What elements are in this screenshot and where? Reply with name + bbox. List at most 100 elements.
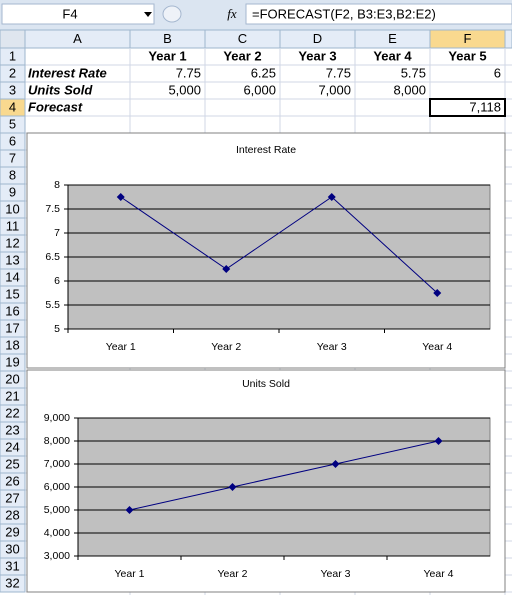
selected-cell[interactable]: [429, 98, 506, 117]
row-header-label: 13: [5, 252, 19, 267]
row-header-label: 29: [5, 524, 19, 539]
row-header-label: 6: [9, 133, 16, 148]
y-tick-label: 8: [54, 179, 60, 191]
cell-text: Year 2: [223, 48, 261, 63]
charts: Interest Rate 5 5.5 6 6.5 7 7.5 8 Year 1 Year 2 Ye…: [26, 132, 506, 593]
marker: [116, 193, 125, 201]
row-header-label: 2: [9, 65, 16, 80]
y-tick-label: 6.5: [45, 251, 60, 263]
formula-box[interactable]: [245, 3, 512, 25]
y-tick-label: 3,000: [44, 550, 70, 562]
y-tick-label: 7: [54, 227, 60, 239]
marker: [331, 460, 340, 468]
y-tick-label: 6: [54, 275, 60, 287]
y-tick-label: 6,000: [44, 481, 70, 493]
y-tick-label: 4,000: [44, 527, 70, 539]
x-tick-label: Year 3: [317, 341, 347, 353]
marker: [434, 437, 443, 445]
column-header-label: B: [163, 31, 172, 46]
row-header-label: 4: [9, 99, 16, 114]
y-tick-label: 7,000: [44, 458, 70, 470]
x-tick-label: Year 2: [218, 568, 248, 580]
row-header-label: 17: [5, 320, 19, 335]
row-header-label: 18: [5, 337, 19, 352]
row-header-label: 23: [5, 422, 19, 437]
row-header-label: 26: [5, 473, 19, 488]
row-header[interactable]: [0, 574, 26, 593]
row-header-label: 22: [5, 405, 19, 420]
formula-text: =FORECAST(F2, B3:E3,B2:E2): [252, 6, 436, 21]
row-header-label: 32: [5, 575, 19, 590]
corner: [0, 29, 26, 49]
line: [120, 196, 438, 294]
chart-title: Units Sold: [242, 378, 290, 390]
row-header-label: 12: [5, 235, 19, 250]
cell-text: 6.25: [251, 65, 276, 80]
row-header-label: 5: [9, 116, 16, 131]
column-header-label: E: [388, 31, 397, 46]
column-header-label: D: [313, 31, 322, 46]
chart: Units Sold 3,000 4,000 5,000 6,000 7,000 8,000…: [26, 369, 506, 593]
row-header-label: 14: [5, 269, 19, 284]
cell-text: 6: [494, 65, 501, 80]
cell-text: Year 4: [373, 48, 412, 63]
marker: [125, 506, 134, 514]
cell-text: Units Sold: [28, 82, 93, 97]
column-header-label: F: [464, 31, 472, 46]
column-header-label: A: [73, 31, 82, 46]
row-header-label: 16: [5, 303, 19, 318]
cell-text: 7,118: [469, 99, 501, 114]
marker: [228, 483, 237, 491]
row-header-label: 7: [9, 150, 16, 165]
cell-text: Year 3: [298, 48, 336, 63]
cell-text: Year 1: [148, 48, 186, 63]
expand-button[interactable]: [162, 5, 182, 23]
marker: [222, 265, 231, 273]
row-header-label: 8: [9, 167, 16, 182]
cell-text: Year 5: [448, 48, 486, 63]
x-tick-label: Year 1: [115, 568, 145, 580]
x-tick-label: Year 3: [321, 568, 351, 580]
x-tick-label: Year 1: [106, 341, 136, 353]
y-tick-label: 5,000: [44, 504, 70, 516]
y-tick-label: 5: [54, 323, 60, 335]
row-header-label: 28: [5, 507, 19, 522]
x-tick-label: Year 2: [211, 341, 241, 353]
x-tick-label: Year 4: [424, 568, 454, 580]
marker: [327, 193, 336, 201]
chart: Interest Rate 5 5.5 6 6.5 7 7.5 8 Year 1 Year 2 Ye…: [26, 132, 506, 369]
cell-text: 7.75: [326, 65, 351, 80]
row-header-label: 30: [5, 541, 19, 556]
cell-text: Forecast: [28, 99, 83, 114]
row-header-label: 15: [5, 286, 19, 301]
row-header-label: 11: [6, 218, 20, 233]
marker: [433, 289, 442, 297]
cell-text: 5.75: [401, 65, 426, 80]
dropdown-arrow[interactable]: [144, 12, 152, 17]
y-tick-label: 7.5: [45, 203, 60, 215]
cell-text: 6,000: [243, 82, 276, 97]
row-header-label: 25: [5, 456, 19, 471]
cell-text: 8,000: [393, 82, 426, 97]
row-header-label: 27: [5, 490, 19, 505]
row-header-label: 1: [9, 48, 16, 63]
line: [129, 440, 439, 511]
column-header[interactable]: [504, 29, 512, 49]
column-header-label: C: [238, 31, 247, 46]
row-header-label: 19: [5, 354, 19, 369]
row-header-label: 9: [9, 184, 16, 199]
cell-text: 7,000: [318, 82, 351, 97]
row-header-label: 3: [9, 82, 16, 97]
row-header-label: 24: [5, 439, 19, 454]
row-header-label: 31: [5, 558, 19, 573]
name-box-text: F4: [62, 6, 77, 21]
row-header-label: 10: [5, 201, 19, 216]
chart-title: Interest Rate: [236, 144, 296, 156]
y-tick-label: 5.5: [45, 299, 60, 311]
fx-icon[interactable]: fx: [227, 6, 237, 21]
y-tick-label: 8,000: [44, 435, 70, 447]
cell-text: 7.75: [176, 65, 201, 80]
name-box[interactable]: [1, 3, 155, 25]
row-header-label: 21: [5, 388, 19, 403]
